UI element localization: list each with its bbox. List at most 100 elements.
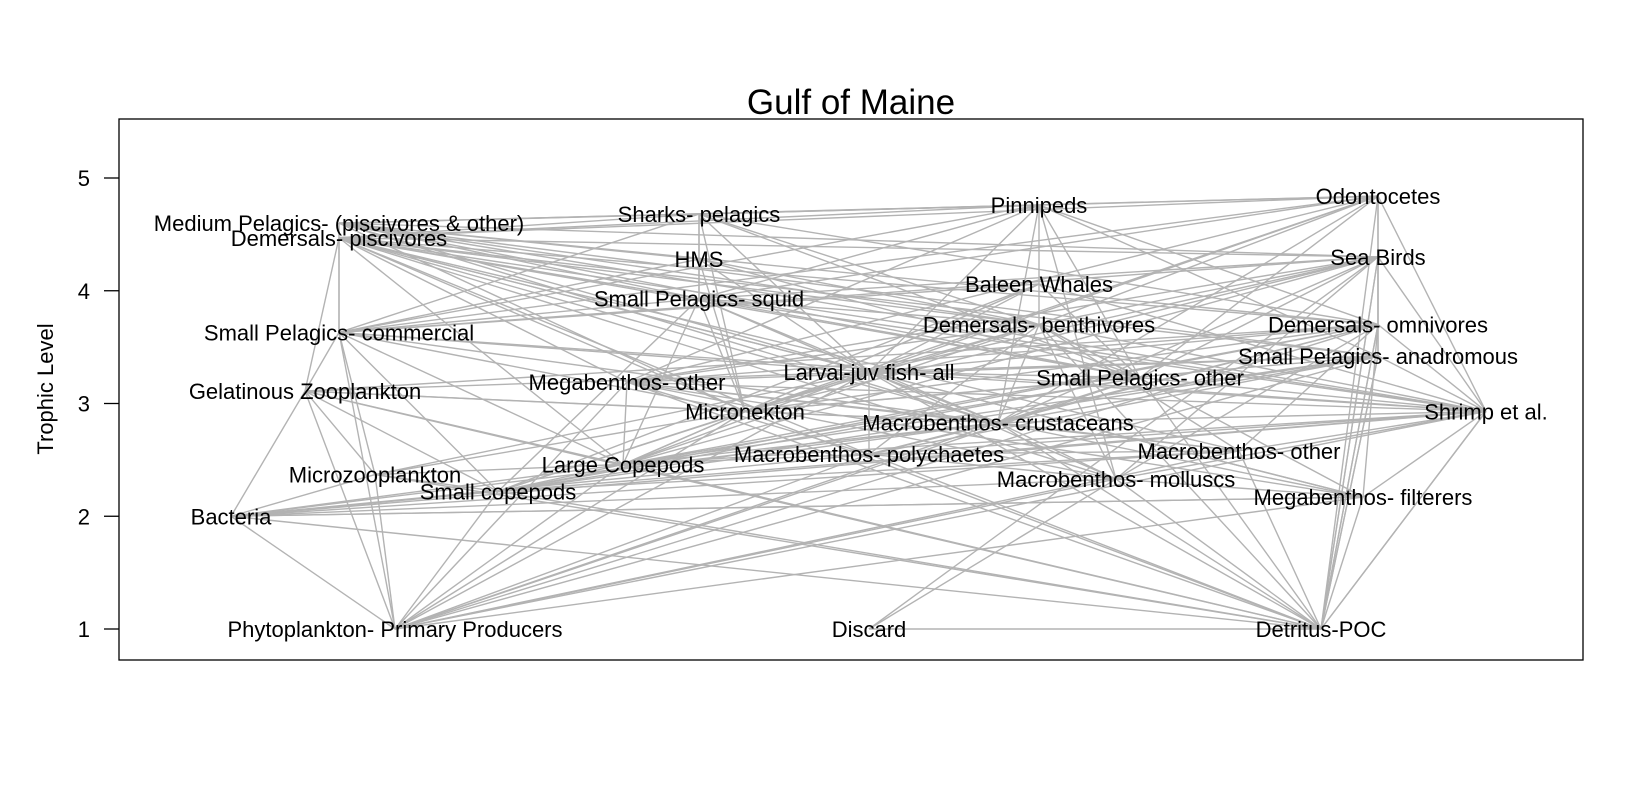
node-label-sea-birds: Sea Birds — [1330, 245, 1425, 270]
edge-demersals_benthivores-large_copepods — [622, 323, 1040, 466]
edge-larval_juv_fish-detritus — [868, 371, 1322, 630]
edge-demersals_omnivores-megabenthos_other — [626, 323, 1379, 383]
edge-demersals_piscivores-demersals_omnivores — [338, 237, 1379, 326]
node-label-megabenthos-other: Megabenthos- other — [529, 370, 726, 395]
edge-sharks_pelagics-pinnipeds — [698, 204, 1040, 215]
node-labels-layer: Odontocetes Pinnipeds Sharks- pelagics Medi… — [154, 184, 1548, 642]
edge-demersals_benthivores-macrobenthos_polychaetes — [868, 324, 1040, 455]
edge-macrobenthos_crustaceans-macrobenthos_other — [997, 421, 1240, 452]
edge-medium_pelagics-small_pelagics_squid — [338, 222, 700, 300]
edge-baleen_whales-small_pelagics_other — [1038, 283, 1141, 379]
edge-macrobenthos_crustaceans-detritus — [997, 422, 1322, 630]
edge-demersals_piscivores-demersals_benthivores — [338, 237, 1040, 326]
y-tick-label-5: 5 — [78, 166, 90, 191]
node-label-micronekton: Micronekton — [685, 399, 805, 424]
edge-medium_pelagics-shrimp — [338, 222, 1487, 413]
node-label-macrobenthos-crustaceans: Macrobenthos- crustaceans — [862, 411, 1133, 436]
edge-megabenthos_other-shrimp — [626, 381, 1487, 413]
edge-larval_juv_fish-microzooplankton — [374, 371, 870, 476]
edge-small_pelagics_commercial-micronekton — [338, 331, 746, 413]
edge-micronekton-phytoplankton — [394, 410, 746, 630]
edge-small_pelagics_other-micronekton — [744, 376, 1141, 413]
node-label-pinnipeds: Pinnipeds — [991, 193, 1088, 218]
edge-small_pelagics_squid-demersals_benthivores — [698, 297, 1040, 326]
node-label-sharks-pelagics: Sharks- pelagics — [618, 202, 781, 227]
edge-macrobenthos_polychaetes-macrobenthos_molluscs — [868, 453, 1117, 480]
edge-megabenthos_filterers-detritus — [1320, 496, 1364, 630]
node-label-detritus: Detritus-POC — [1256, 617, 1387, 642]
edge-demersals_piscivores-gelatinous_zooplankton — [304, 237, 340, 392]
edge-small_copepods-phytoplankton — [394, 491, 499, 630]
edge-demersals_omnivores-megabenthos_filterers — [1362, 324, 1379, 498]
edge-megabenthos_other-macrobenthos_molluscs — [626, 381, 1117, 480]
edge-sharks_pelagics-demersals_piscivores — [338, 213, 700, 239]
edge-demersals_benthivores-shrimp — [1038, 323, 1487, 413]
edge-hms-small_pelagics_other — [698, 258, 1141, 379]
node-label-small-pelagics-anadromous: Small Pelagics- anadromous — [1238, 344, 1518, 369]
edge-small_pelagics_other-larval_juv_fish — [868, 371, 1141, 379]
edge-gelatinous_zooplankton-larval_juv_fish — [304, 371, 870, 392]
edge-odontocetes-larval_juv_fish — [868, 195, 1379, 373]
edge-megabenthos_other-detritus — [626, 381, 1322, 630]
y-axis: 1 2 3 4 5 — [78, 166, 119, 642]
edge-sea_birds-small_pelagics_other — [1139, 256, 1379, 379]
edge-micronekton-detritus — [744, 410, 1322, 630]
node-label-large-copepods: Large Copepods — [542, 452, 705, 477]
node-label-demersals-omnivores: Demersals- omnivores — [1268, 313, 1488, 338]
edge-sea_birds-shrimp — [1377, 256, 1487, 412]
y-axis-title: Trophic Level — [33, 323, 58, 454]
edge-sea_birds-large_copepods — [622, 256, 1379, 466]
edge-macrobenthos_polychaetes-detritus — [868, 453, 1322, 630]
node-label-demersals-piscivores: Demersals- piscivores — [231, 226, 447, 251]
edge-small_pelagics_other-shrimp — [1139, 376, 1487, 413]
edge-demersals_piscivores-micronekton — [338, 237, 746, 413]
edge-megabenthos_other-macrobenthos_polychaetes — [626, 381, 870, 455]
node-label-macrobenthos-molluscs: Macrobenthos- molluscs — [997, 467, 1235, 492]
edge-shrimp-macrobenthos_crustaceans — [997, 410, 1487, 424]
edge-gelatinous_zooplankton-bacteria — [230, 390, 306, 517]
edge-demersals_piscivores-megabenthos_other — [338, 237, 628, 383]
edge-demersals_omnivores-shrimp — [1377, 324, 1487, 412]
edge-small_pelagics_squid-micronekton — [698, 298, 746, 412]
edge-hms-larval_juv_fish — [698, 258, 870, 373]
edge-sea_birds-micronekton — [744, 256, 1379, 413]
edge-demersals_benthivores-larval_juv_fish — [868, 323, 1040, 373]
chart-title: Gulf of Maine — [747, 83, 955, 122]
edge-macrobenthos_other-macrobenthos_polychaetes — [868, 450, 1240, 455]
edge-detritus-odontocetes — [1320, 195, 1379, 630]
edge-small_pelagics_squid-shrimp — [698, 297, 1487, 413]
edge-small_pelagics_squid-small_copepods — [497, 298, 700, 492]
node-label-macrobenthos-polychaetes: Macrobenthos- polychaetes — [734, 442, 1004, 467]
edge-small_pelagics_anadromous-shrimp — [1377, 355, 1487, 413]
edge-macrobenthos_molluscs-phytoplankton — [394, 478, 1117, 630]
edge-demersals_omnivores-phytoplankton — [394, 323, 1379, 630]
edge-large_copepods-microzooplankton — [374, 463, 624, 476]
edge-macrobenthos_crustaceans-large_copepods — [622, 421, 999, 466]
edge-shrimp-megabenthos_filterers — [1362, 410, 1487, 498]
edge-demersals_omnivores-gelatinous_zooplankton — [304, 323, 1379, 392]
edge-pinnipeds-small_pelagics_commercial — [338, 204, 1040, 334]
plot-frame — [118, 118, 1584, 661]
edge-gelatinous_zooplankton-small_copepods — [304, 390, 499, 493]
edge-small_pelagics_commercial-gelatinous_zooplankton — [304, 332, 340, 392]
edge-sharks_pelagics-small_pelagics_other — [698, 213, 1141, 379]
edge-detritus-small_pelagics_anadromous — [1320, 356, 1379, 630]
edge-small_copepods-microzooplankton — [374, 473, 499, 493]
edge-shrimp-bacteria — [230, 410, 1487, 517]
edge-shrimp-phytoplankton — [394, 410, 1487, 630]
node-label-discard: Discard — [832, 617, 907, 642]
edge-demersals_benthivores-detritus — [1038, 324, 1322, 630]
node-label-baleen-whales: Baleen Whales — [965, 272, 1113, 297]
y-tick-label-2: 2 — [78, 504, 90, 529]
y-tick-label-4: 4 — [78, 279, 90, 304]
edge-odontocetes-demersals_benthivores — [1038, 195, 1379, 326]
edge-detritus-sea_birds — [1320, 256, 1379, 630]
edge-small_pelagics_commercial-small_copepods — [338, 331, 499, 492]
edge-macrobenthos_crustaceans-macrobenthos_polychaetes — [868, 421, 999, 455]
edge-shrimp-large_copepods — [622, 410, 1487, 466]
edge-macrobenthos_molluscs-bacteria — [230, 478, 1117, 517]
edge-megabenthos_other-phytoplankton — [394, 381, 628, 630]
y-tick-label-1: 1 — [78, 617, 90, 642]
edge-macrobenthos_crustaceans-bacteria — [230, 421, 999, 517]
